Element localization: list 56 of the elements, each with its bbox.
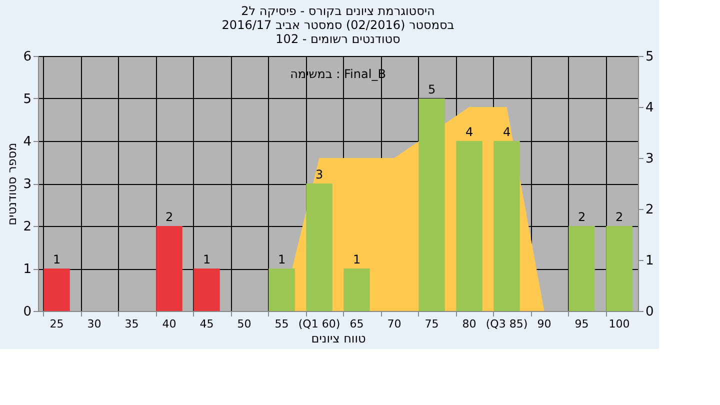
y-tick-label: 3 (23, 177, 32, 192)
y-tick-label: 0 (23, 304, 32, 320)
y2-tick-label: 4 (646, 100, 654, 116)
x-tick-label: 45 (200, 318, 214, 330)
data-label: 1 (202, 252, 211, 266)
bar (306, 184, 332, 311)
bar (568, 226, 595, 311)
x-tick-label: 75 (424, 318, 439, 330)
y2-tick-label: 3 (646, 152, 654, 166)
x-tick-label: 25 (50, 318, 64, 330)
data-label: 4 (502, 125, 511, 139)
y2-tick-label: 5 (646, 50, 654, 64)
x-tick-label: 80 (462, 318, 476, 330)
bar (456, 141, 482, 311)
data-label: 2 (615, 210, 624, 224)
y-tick-label: 5 (23, 92, 32, 107)
x-tick-label: 55 (274, 318, 289, 330)
data-label: 1 (278, 252, 286, 266)
data-label: 5 (428, 82, 436, 96)
data-label: 4 (465, 125, 474, 139)
x-tick-label: 90 (537, 318, 552, 330)
y-tick-label: 2 (23, 220, 32, 234)
y2-tick-label: 0 (646, 304, 654, 320)
x-tick-label: 50 (237, 318, 252, 330)
bar (156, 226, 182, 311)
x-tick-label: 40 (162, 318, 176, 330)
x-tick-label: 70 (387, 318, 402, 330)
x-tick-label: 30 (87, 318, 102, 330)
x-tick-label: 65 (350, 318, 364, 330)
bar (194, 268, 220, 311)
y-tick-label: 6 (23, 50, 32, 64)
y2-tick-label: 1 (646, 254, 654, 268)
bar (606, 226, 632, 311)
bar (44, 268, 70, 311)
text: בסמסטר (02/2016) סמסטר אביב 2016/17 (222, 18, 454, 32)
x-tick-label: 100 (608, 318, 630, 330)
y2-tick-label: 2 (646, 202, 654, 218)
x-axis-title: טווח ציונים (311, 332, 366, 346)
y-axis-title: מספר סטודנטים (5, 142, 20, 226)
x-tick-label: (Q3 85) (486, 318, 528, 330)
text: היסטוגרמת ציונים בקורס - פיסיקה ל2 (241, 4, 435, 18)
x-tick-label: (Q1 60) (298, 318, 340, 330)
x-tick-label: 95 (574, 318, 589, 330)
y-tick-label: 4 (23, 134, 32, 150)
text: סטודנטים רשומים - 102 (276, 32, 400, 46)
data-label: 1 (52, 252, 61, 266)
bar (268, 268, 295, 311)
bar (418, 98, 445, 311)
x-tick-label: 35 (124, 318, 139, 330)
y-tick-label: 1 (23, 262, 32, 277)
data-label: 1 (352, 252, 361, 266)
data-label: 2 (165, 210, 174, 224)
bar (344, 268, 370, 311)
data-label: 3 (315, 168, 324, 182)
data-label: 2 (578, 210, 586, 224)
bar (494, 141, 520, 311)
